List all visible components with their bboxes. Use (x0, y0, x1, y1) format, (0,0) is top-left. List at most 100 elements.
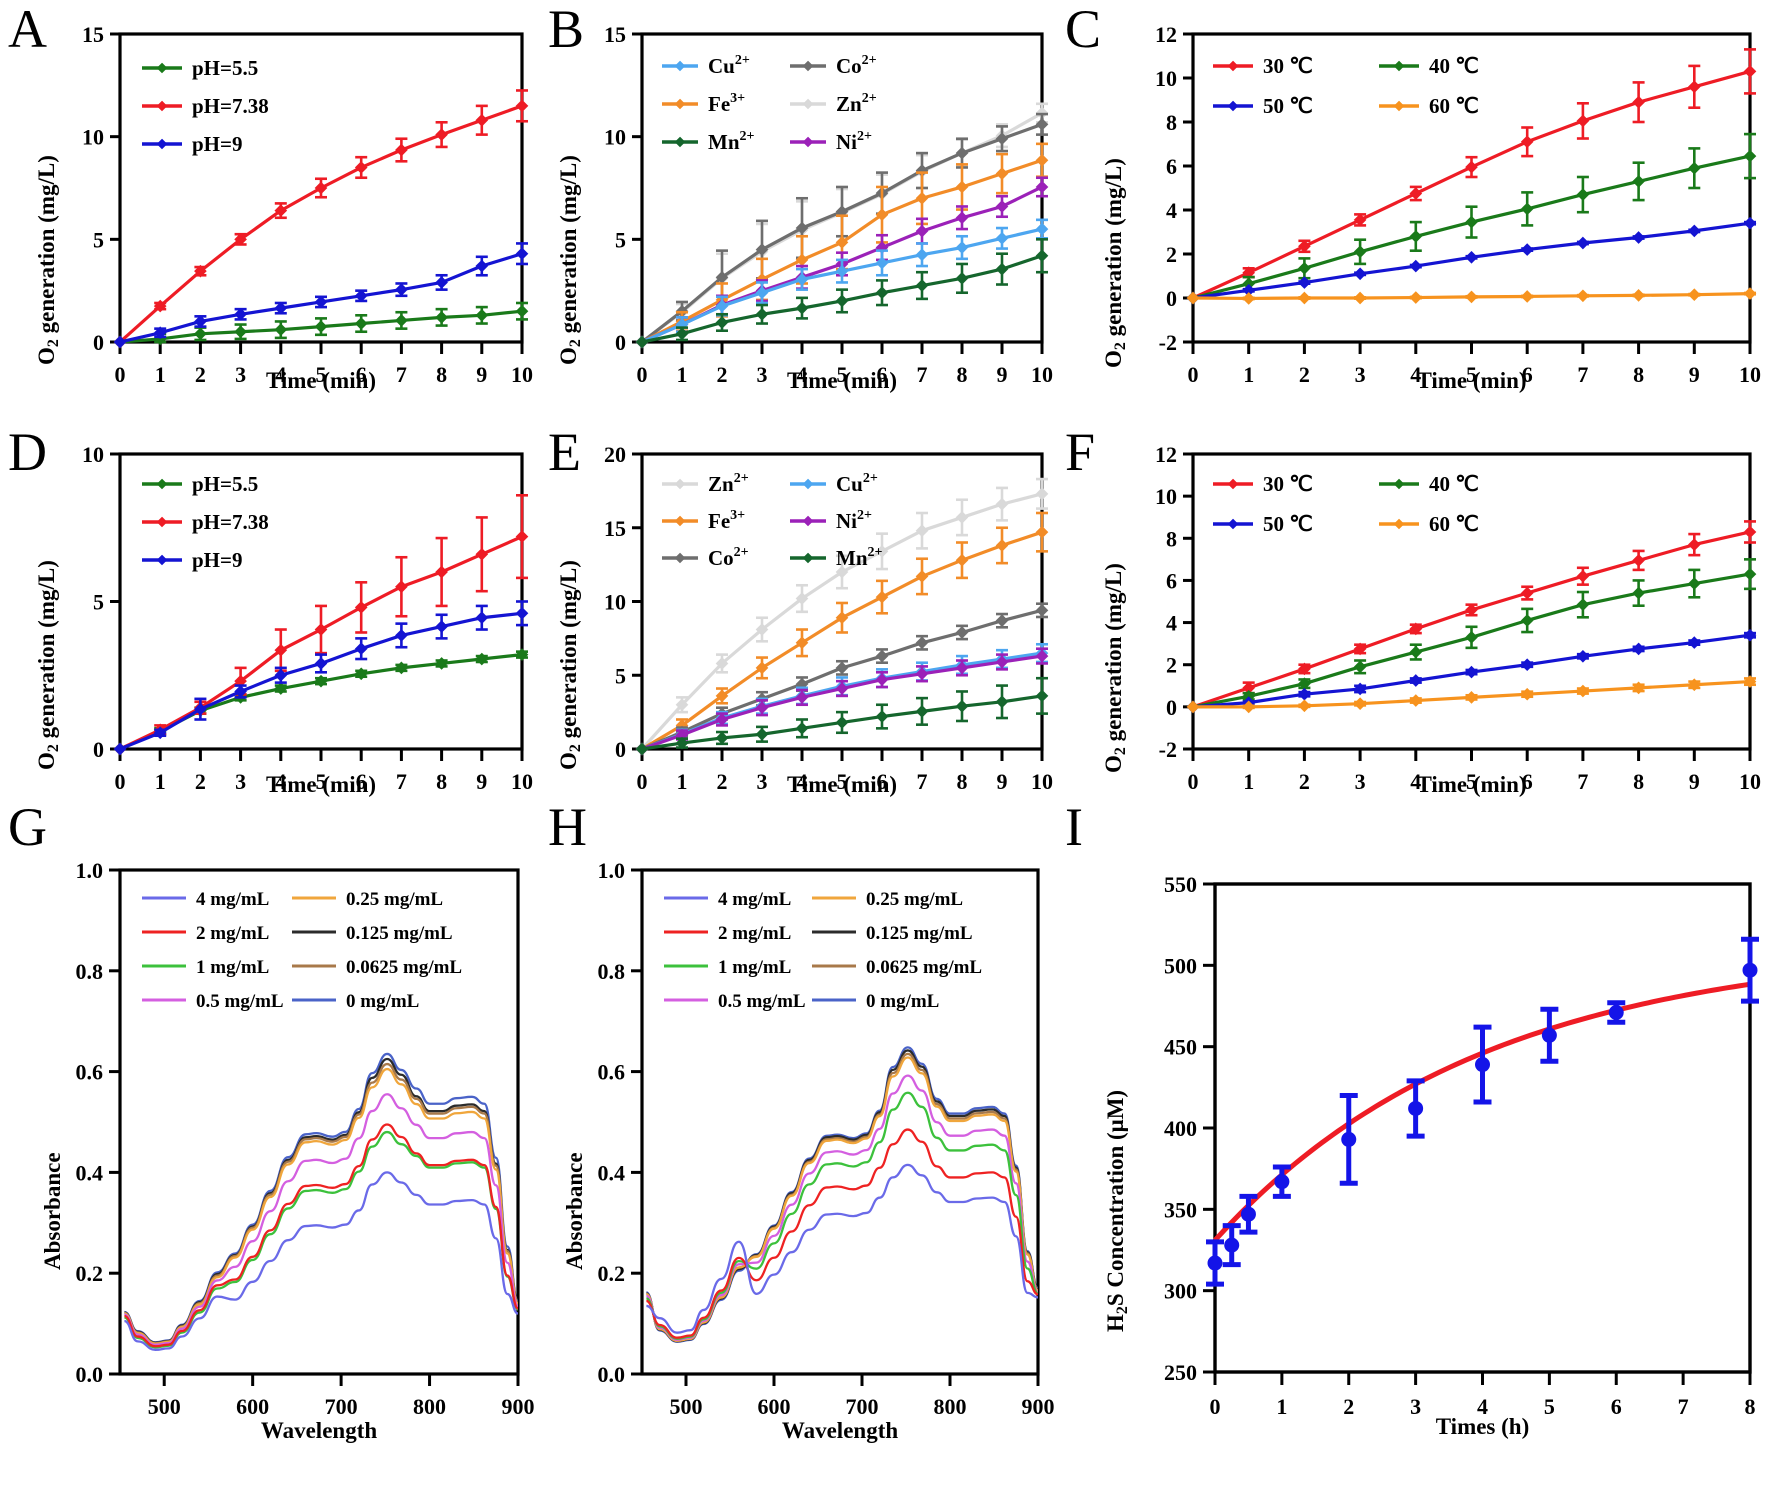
y-tick-label: 400 (1164, 1116, 1197, 1141)
x-tick-label: 3 (235, 362, 246, 387)
legend-label: pH=7.38 (192, 94, 269, 118)
x-tick-label: 9 (1689, 362, 1700, 387)
y-axis-title: H2S Concentration (μM) (1103, 1089, 1131, 1332)
x-tick-label: 3 (1355, 769, 1366, 794)
spectrum-0-mg-ml (645, 1046, 1040, 1343)
x-tick-label: 5 (837, 769, 848, 794)
y-axis-title: O2 generation (mg/L) (556, 155, 584, 365)
y-tick-label: 15 (82, 22, 104, 47)
panel-d-chart: 0 5 10 0 1 2 3 4 5 6 7 8 9 10 pH=5.5 pH=7.38 pH=9 Time (m… (0, 440, 540, 825)
x-tick-label: 6 (1611, 1394, 1622, 1419)
y-tick-label: 12 (1155, 22, 1177, 47)
legend-label: Cu2+ (708, 53, 750, 78)
plot-frame (1213, 882, 1752, 1374)
y-axis-title: O2 generation (mg/L) (1101, 158, 1129, 368)
y-tick-label: 0 (615, 737, 626, 762)
y-tick-label: 1.0 (598, 858, 626, 883)
y-tick-label: 0 (93, 330, 104, 355)
y-tick-label: 6 (1166, 568, 1177, 593)
x-tick-label: 700 (846, 1394, 879, 1419)
panel-c-chart: -2 0 2 4 6 8 10 12 0 1 2 3 4 5 6 7 8 9 10 30 ℃ 40 ℃ 50 ℃ 60 ℃ T… (1055, 20, 1772, 420)
legend: pH=5.5 pH=7.38 pH=9 (142, 472, 269, 572)
x-tick-label: 7 (396, 769, 407, 794)
x-tick-label: 800 (934, 1394, 967, 1419)
x-tick-label: 4 (797, 362, 808, 387)
legend-label: pH=9 (192, 548, 242, 572)
spectrum-0-25-mg-ml (124, 1067, 520, 1345)
x-tick-label: 6 (1522, 362, 1533, 387)
legend-label: Mn2+ (708, 129, 755, 154)
legend-label: 0.125 mg/mL (866, 923, 973, 944)
x-tick-label: 0 (637, 362, 648, 387)
panel-letter-f: F (1065, 422, 1096, 482)
series-40- (1186, 132, 1757, 305)
x-axis-title: Time (min) (1416, 368, 1527, 393)
legend-label: Zn2+ (708, 471, 749, 496)
legend: 30 ℃ 40 ℃ 50 ℃ 60 ℃ (1213, 472, 1479, 536)
x-axis-title: Wavelength (781, 1418, 899, 1443)
panel-b-chart: 0 5 10 15 0 1 2 3 4 5 6 7 8 9 10 Cu2+ Co2+ Fe3+ Zn2+ Mn2+ Ni… (530, 20, 1060, 420)
data-points (1206, 936, 1759, 1287)
series-ph-7-38 (113, 493, 529, 756)
x-tick-label: 10 (1739, 769, 1761, 794)
legend-marker (156, 62, 168, 74)
legend-label: Cu2+ (836, 471, 878, 496)
x-axis-title: Time (min) (786, 772, 898, 797)
x-tick-label: 600 (758, 1394, 791, 1419)
legend-label: Zn2+ (836, 91, 877, 116)
x-tick-label: 0 (1188, 769, 1199, 794)
legend-label: 4 mg/mL (196, 889, 269, 910)
spectrum-2-mg-ml (645, 1128, 1039, 1339)
legend-marker (802, 478, 814, 490)
x-tick-label: 500 (148, 1394, 181, 1419)
legend: Zn2+ Cu2+ Fe3+ Ni2+ Co2+ Mn2+ (662, 471, 883, 570)
legend-marker (1393, 478, 1405, 490)
x-tick-label: 8 (1633, 769, 1644, 794)
legend-label: 1 mg/mL (718, 957, 791, 978)
y-tick-label: 0 (1166, 695, 1177, 720)
y-tick-label: 15 (604, 22, 626, 47)
legend-marker (674, 60, 686, 72)
series-50- (1186, 216, 1757, 305)
plot-frame (640, 868, 1040, 1376)
y-tick-label: 0 (1166, 286, 1177, 311)
y-tick-label: 0.0 (598, 1362, 626, 1387)
y-tick-label: 8 (1166, 526, 1177, 551)
legend-label: 50 ℃ (1263, 512, 1313, 536)
x-tick-label: 6 (877, 769, 888, 794)
x-tick-label: 10 (1739, 362, 1761, 387)
x-tick-label: 1 (1276, 1394, 1287, 1419)
x-axis-title: Times (h) (1435, 1414, 1530, 1439)
panel-e-chart: 0 5 10 15 20 0 1 2 3 4 5 6 7 8 9 10 Zn2+ Cu2+ Fe3+ Ni2+ Co2+… (530, 440, 1060, 825)
x-tick-label: 9 (476, 362, 487, 387)
y-tick-label: 1.0 (76, 858, 104, 883)
spectrum-0-125-mg-ml (645, 1049, 1040, 1343)
x-tick-label: 1 (1243, 769, 1254, 794)
x-tick-label: 4 (275, 362, 286, 387)
series-ph-9 (113, 600, 529, 756)
legend-marker (802, 60, 814, 72)
legend-marker (674, 552, 686, 564)
legend-marker (1393, 518, 1405, 530)
x-tick-label: 700 (325, 1394, 358, 1419)
x-tick-label: 6 (356, 769, 367, 794)
panel-letter-c: C (1065, 0, 1102, 59)
chart-svg-I: 250 300 350 400 450 500 550 0 1 2 3 4 5 6 7 8 (1164, 872, 1759, 1419)
y-tick-label: 0.8 (76, 959, 104, 984)
x-axis-title: Time (min) (265, 772, 377, 797)
legend-label: pH=9 (192, 132, 242, 156)
y-tick-label: 550 (1164, 872, 1197, 897)
panel-letter-a: A (8, 0, 47, 59)
y-tick-label: 500 (1164, 953, 1197, 978)
legend-label: 0.125 mg/mL (346, 923, 453, 944)
x-tick-label: 2 (1299, 769, 1310, 794)
x-tick-label: 0 (1210, 1394, 1221, 1419)
legend-marker (156, 478, 168, 490)
spectrum-2-mg-ml (124, 1123, 520, 1348)
legend-label: 60 ℃ (1429, 512, 1479, 536)
legend-label: 0.25 mg/mL (346, 889, 443, 910)
x-tick-label: 800 (413, 1394, 446, 1419)
x-tick-label: 2 (1343, 1394, 1354, 1419)
legend-label: Co2+ (836, 53, 877, 78)
x-tick-label: 0 (115, 769, 126, 794)
